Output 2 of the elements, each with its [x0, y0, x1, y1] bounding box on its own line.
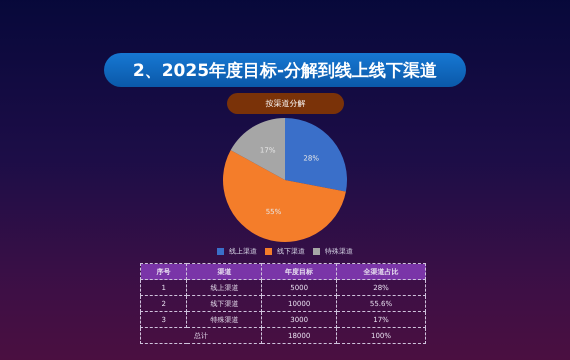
chart-subtitle: 按渠道分解 [227, 93, 344, 114]
chart-title: 2、2025年度目标-分解到线上线下渠道 [104, 53, 466, 87]
